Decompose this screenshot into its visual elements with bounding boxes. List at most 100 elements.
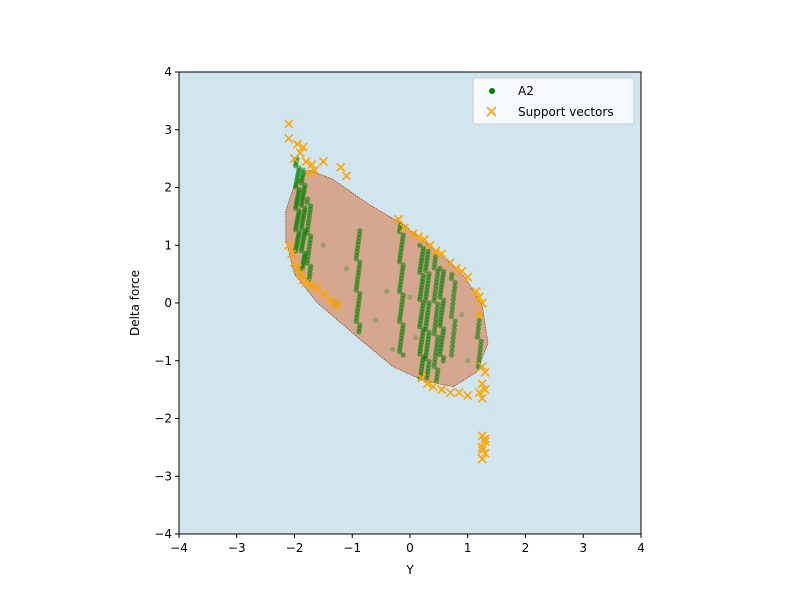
support-vector-marker xyxy=(336,162,346,172)
a2-point xyxy=(450,335,456,341)
a2-point xyxy=(435,301,441,307)
support-vector-marker xyxy=(428,382,438,392)
support-vector-marker xyxy=(295,148,305,158)
a2-point xyxy=(400,292,406,298)
a2-point xyxy=(435,334,441,340)
a2-point xyxy=(451,288,457,294)
a2-point xyxy=(384,288,390,295)
a2-point xyxy=(478,342,484,349)
a2-point xyxy=(302,182,308,188)
legend: A2 Support vectors xyxy=(472,77,635,125)
y-tick-label: −4 xyxy=(154,527,172,541)
support-vector-marker xyxy=(298,142,308,152)
y-tick-label: 0 xyxy=(164,296,172,310)
a2-point xyxy=(420,272,426,279)
legend-marker-a2 xyxy=(489,88,495,94)
support-vector-marker xyxy=(284,119,294,129)
a2-point xyxy=(451,331,457,337)
a2-point xyxy=(465,358,471,364)
a2-point xyxy=(476,321,482,328)
a2-point xyxy=(308,203,314,209)
a2-point xyxy=(296,186,302,193)
support-vector-marker xyxy=(324,295,334,305)
support-vector-marker xyxy=(341,171,352,181)
support-vector-marker xyxy=(477,298,487,308)
support-vector-marker xyxy=(474,387,484,398)
a2-point xyxy=(432,254,439,260)
support-vector-marker xyxy=(399,223,409,233)
a2-point xyxy=(448,275,455,281)
support-vector-marker xyxy=(477,379,487,389)
support-vector-marker xyxy=(318,156,328,167)
support-vector-marker xyxy=(474,309,484,320)
a2-point xyxy=(357,259,363,265)
support-vector-marker xyxy=(437,385,447,395)
x-tick-label: −2 xyxy=(286,541,304,555)
support-vector-marker xyxy=(307,281,317,291)
legend-label-a2: A2 xyxy=(518,84,534,98)
support-vector-marker xyxy=(333,301,343,311)
a2-point xyxy=(435,367,441,373)
a2-point xyxy=(449,343,455,350)
a2-point xyxy=(372,317,378,323)
decision-region xyxy=(285,169,489,388)
y-tick-label: −2 xyxy=(154,412,172,426)
a2-point xyxy=(459,311,465,318)
support-vector-marker xyxy=(295,269,305,279)
a2-point xyxy=(441,268,447,275)
a2-point xyxy=(441,297,447,303)
y-tick-label: 4 xyxy=(164,65,172,79)
a2-point xyxy=(302,205,308,211)
support-vector-marker xyxy=(451,263,461,273)
a2-point xyxy=(449,309,455,316)
y-tick-label: −3 xyxy=(154,469,172,483)
a2-point xyxy=(452,322,458,328)
a2-point xyxy=(475,330,481,336)
a2-point xyxy=(452,284,458,290)
support-vector-marker xyxy=(480,437,490,447)
a2-point xyxy=(450,301,456,307)
a2-point xyxy=(437,265,443,271)
support-vector-marker xyxy=(414,232,424,242)
a2-point xyxy=(448,352,455,358)
a2-point xyxy=(425,248,431,254)
support-vector-marker xyxy=(454,387,464,398)
support-vector-marker xyxy=(477,442,487,452)
legend-marker-support-vectors xyxy=(486,106,497,117)
a2-point xyxy=(400,262,406,268)
support-vector-marker xyxy=(477,445,487,455)
support-vector-marker xyxy=(393,214,404,224)
x-tick-label: −1 xyxy=(343,541,361,555)
a2-point xyxy=(301,167,307,173)
a2-point xyxy=(452,280,458,286)
support-vector-marker xyxy=(408,229,418,239)
x-axis-label: Y xyxy=(405,563,414,577)
support-vector-marker xyxy=(437,249,447,259)
a2-point xyxy=(426,271,432,277)
support-vector-marker xyxy=(301,156,311,167)
a2-point xyxy=(474,334,481,340)
a2-point xyxy=(475,363,481,370)
a2-point xyxy=(296,229,302,235)
a2-point xyxy=(308,263,314,270)
support-vector-marker xyxy=(480,385,490,395)
a2-point xyxy=(449,348,455,354)
support-vector-marker xyxy=(431,246,441,256)
a2-point xyxy=(343,265,350,271)
a2-point xyxy=(449,305,455,311)
x-axis: −4 −3 −2 −1 0 1 2 3 4 xyxy=(170,534,645,555)
a2-point xyxy=(308,233,314,239)
y-tick-label: 3 xyxy=(164,123,172,137)
plot-layer xyxy=(284,119,490,464)
a2-point xyxy=(448,314,455,320)
a2-point xyxy=(475,326,481,332)
y-axis: −4 −3 −2 −1 0 1 2 3 4 xyxy=(154,65,179,541)
x-tick-label: 4 xyxy=(637,541,645,555)
a2-point xyxy=(357,322,363,328)
legend-box xyxy=(472,77,635,125)
a2-point xyxy=(450,339,456,345)
support-vector-marker xyxy=(289,258,300,268)
support-vector-marker xyxy=(474,292,484,302)
a2-point xyxy=(476,355,482,361)
a2-point xyxy=(320,242,326,248)
